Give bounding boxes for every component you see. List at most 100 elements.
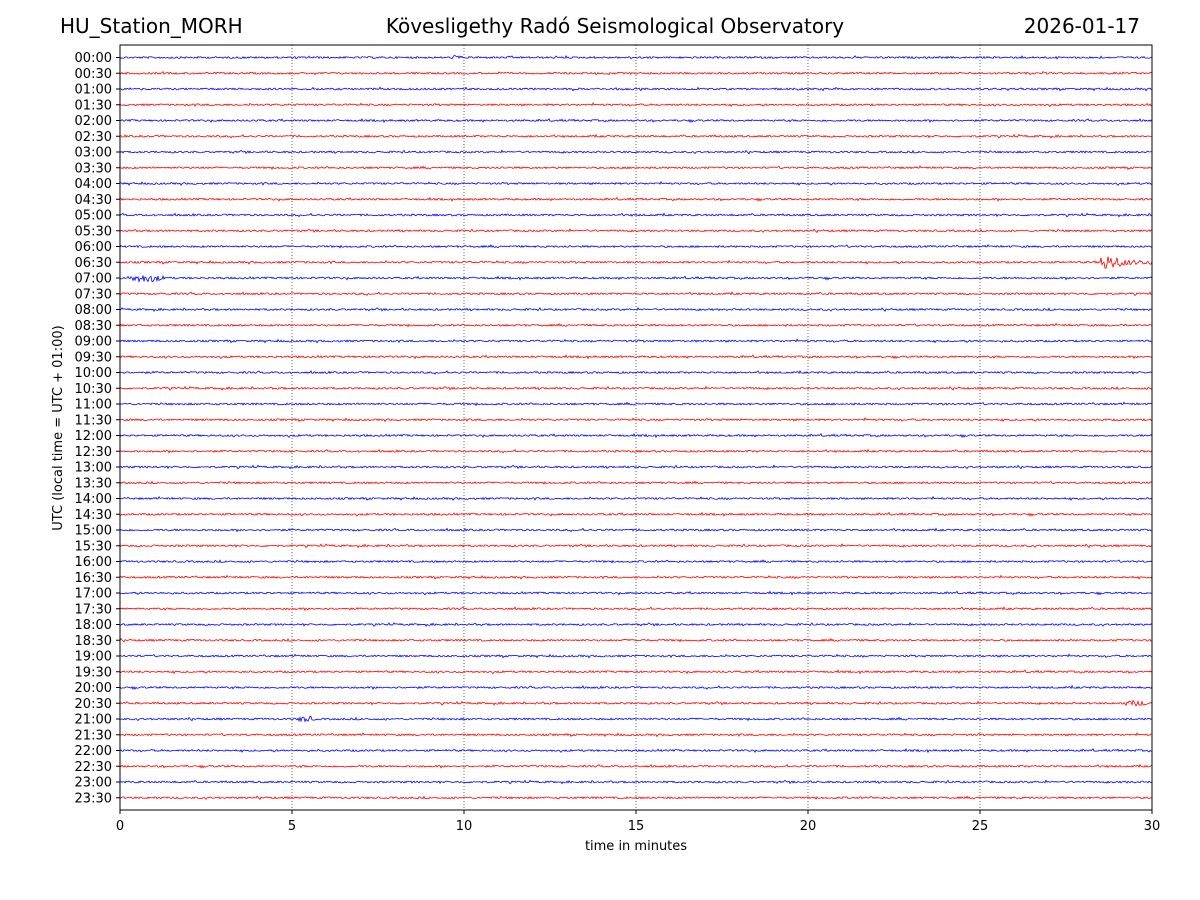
seismic-trace: [119, 495, 1153, 501]
seismic-trace: [119, 165, 1153, 171]
seismic-trace: [119, 637, 1153, 643]
seismic-trace: [119, 699, 1153, 707]
seismic-trace: [119, 212, 1153, 218]
x-tick-label: 25: [972, 819, 989, 834]
y-tick-label: 16:00: [75, 555, 112, 570]
station-name: HU_Station_MORH: [60, 14, 243, 38]
seismic-trace: [119, 70, 1153, 76]
seismic-trace: [119, 243, 1153, 249]
y-tick-label: 10:30: [75, 382, 112, 397]
y-tick-label: 14:00: [75, 492, 112, 507]
y-tick-label: 07:00: [75, 272, 112, 287]
chart-title: Kövesligethy Radó Seismological Observat…: [385, 14, 845, 38]
y-tick-label: 00:30: [75, 67, 112, 82]
y-tick-label: 23:00: [75, 776, 112, 791]
seismic-trace: [119, 511, 1153, 517]
seismic-trace: [119, 795, 1153, 801]
y-tick-label: 17:00: [75, 587, 112, 602]
y-tick-label: 21:30: [75, 728, 112, 743]
seismic-trace: [119, 684, 1153, 690]
seismic-trace: [119, 448, 1153, 454]
seismic-trace: [119, 763, 1153, 769]
y-tick-label: 13:30: [75, 476, 112, 491]
y-tick-label: 16:30: [75, 571, 112, 586]
y-tick-label: 08:00: [75, 303, 112, 318]
y-tick-label: 03:00: [75, 146, 112, 161]
y-tick-label: 01:00: [75, 83, 112, 98]
y-tick-label: 02:00: [75, 114, 112, 129]
x-tick-label: 5: [288, 819, 296, 834]
seismic-trace: [119, 669, 1153, 675]
seismic-trace: [119, 322, 1153, 328]
x-tick-label: 15: [628, 819, 645, 834]
chart-date: 2026-01-17: [1023, 14, 1140, 38]
seismic-trace: [119, 401, 1153, 407]
y-tick-label: 21:00: [75, 713, 112, 728]
x-tick-label: 20: [800, 819, 817, 834]
seismic-trace: [119, 432, 1153, 439]
seismic-trace: [119, 621, 1153, 628]
y-tick-label: 19:30: [75, 665, 112, 680]
y-tick-label: 10:00: [75, 366, 112, 381]
y-tick-label: 18:30: [75, 634, 112, 649]
y-tick-label: 08:30: [75, 319, 112, 334]
y-tick-label: 12:30: [75, 445, 112, 460]
seismic-trace: [119, 306, 1153, 313]
y-axis-ticks: 00:0000:3001:0001:3002:0002:3003:0003:30…: [75, 51, 120, 806]
y-tick-label: 07:30: [75, 287, 112, 302]
seismic-trace: [119, 256, 1153, 269]
x-tick-label: 0: [116, 819, 124, 834]
seismic-trace: [119, 369, 1153, 375]
seismic-trace: [119, 274, 1153, 283]
y-tick-label: 02:30: [75, 130, 112, 145]
seismic-trace: [119, 228, 1153, 234]
seismic-trace: [119, 464, 1153, 470]
y-tick-label: 05:00: [75, 209, 112, 224]
y-axis-label: UTC (local time = UTC + 01:00): [51, 325, 66, 530]
seismic-trace: [119, 385, 1153, 391]
y-tick-label: 11:00: [75, 398, 112, 413]
y-tick-label: 15:30: [75, 539, 112, 554]
trace-group: [119, 54, 1153, 801]
y-tick-label: 22:30: [75, 760, 112, 775]
y-tick-label: 01:30: [75, 98, 112, 113]
seismic-trace: [119, 117, 1153, 124]
seismic-trace: [119, 574, 1153, 580]
seismic-trace: [119, 133, 1153, 139]
y-tick-label: 04:00: [75, 177, 112, 192]
y-tick-label: 03:30: [75, 161, 112, 176]
seismic-trace: [119, 527, 1153, 533]
seismic-trace: [119, 543, 1153, 549]
y-tick-label: 09:00: [75, 335, 112, 350]
y-tick-label: 19:00: [75, 650, 112, 665]
seismic-trace: [119, 747, 1153, 754]
y-tick-label: 09:30: [75, 350, 112, 365]
seismic-trace: [119, 291, 1153, 297]
seismic-trace: [119, 86, 1153, 92]
grid-lines: [291, 45, 981, 810]
y-tick-label: 12:00: [75, 429, 112, 444]
y-tick-label: 22:00: [75, 744, 112, 759]
y-tick-label: 06:30: [75, 256, 112, 271]
seismic-trace: [119, 732, 1153, 738]
y-tick-label: 20:30: [75, 697, 112, 712]
y-tick-label: 13:00: [75, 461, 112, 476]
seismic-trace: [119, 54, 1153, 60]
y-tick-label: 18:00: [75, 618, 112, 633]
y-tick-label: 00:00: [75, 51, 112, 66]
y-tick-label: 11:30: [75, 413, 112, 428]
seismic-trace: [119, 149, 1153, 155]
seismic-trace: [119, 180, 1153, 186]
seismic-trace: [119, 338, 1153, 344]
y-tick-label: 14:30: [75, 508, 112, 523]
seismic-trace: [119, 606, 1153, 612]
seismic-trace: [119, 590, 1153, 596]
x-tick-label: 30: [1144, 819, 1161, 834]
seismic-trace: [119, 354, 1153, 360]
y-tick-label: 05:30: [75, 224, 112, 239]
y-tick-label: 06:00: [75, 240, 112, 255]
x-tick-label: 10: [456, 819, 473, 834]
x-axis-ticks: 0 5 10 15 20 25 30: [116, 810, 1160, 834]
seismic-trace: [119, 196, 1153, 202]
